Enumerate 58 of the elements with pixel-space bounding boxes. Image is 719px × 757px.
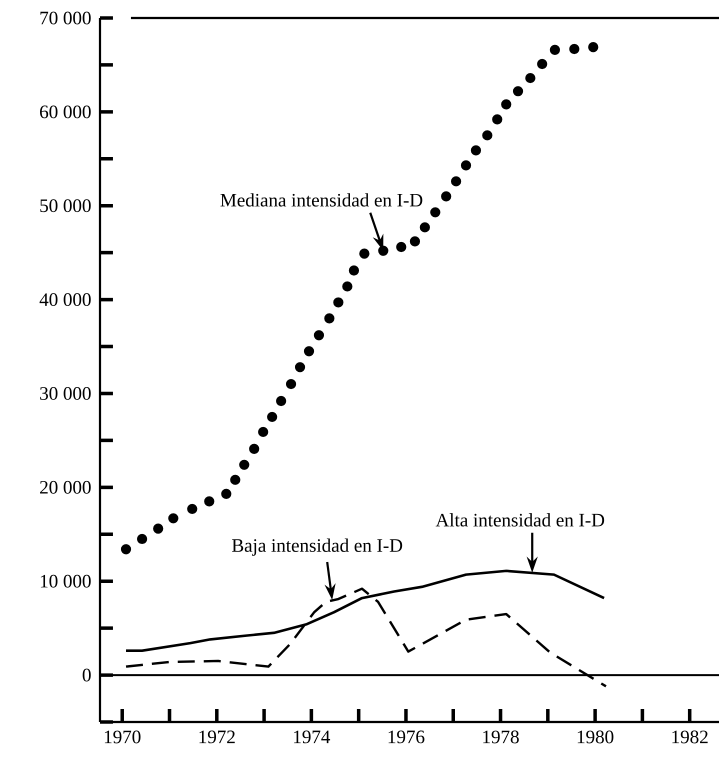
x-tick-label: 1976 bbox=[388, 730, 424, 744]
point bbox=[276, 396, 286, 406]
point bbox=[187, 504, 198, 514]
point bbox=[204, 496, 214, 507]
point bbox=[294, 362, 306, 372]
point bbox=[501, 99, 512, 110]
point bbox=[410, 236, 420, 246]
point bbox=[359, 248, 370, 259]
point bbox=[430, 207, 440, 218]
point bbox=[492, 114, 502, 124]
point bbox=[420, 222, 430, 232]
point bbox=[396, 242, 406, 252]
annotation: Alta intensidad en I-D bbox=[436, 513, 604, 527]
y-tick-label: 20 000 bbox=[40, 480, 91, 494]
point bbox=[333, 297, 344, 308]
annotation: Baja intensidad en I-D bbox=[232, 538, 402, 556]
y-tick-label: 0 bbox=[82, 668, 91, 682]
point bbox=[153, 524, 164, 534]
y-tick-label: 70 000 bbox=[40, 12, 91, 24]
x-tick-label: 1982 bbox=[672, 730, 708, 744]
point bbox=[460, 160, 472, 170]
point bbox=[286, 378, 296, 390]
point bbox=[304, 346, 314, 356]
point bbox=[168, 513, 178, 524]
point bbox=[470, 145, 482, 156]
y-tick-label: 60 000 bbox=[40, 105, 91, 118]
x-tick-label: 1980 bbox=[578, 730, 614, 744]
point bbox=[550, 44, 560, 56]
point bbox=[569, 44, 580, 54]
point bbox=[342, 281, 352, 292]
y-tick-label: 50 000 bbox=[40, 199, 91, 212]
point bbox=[239, 460, 250, 470]
x-tick-label: 1974 bbox=[294, 730, 330, 744]
point bbox=[314, 330, 324, 340]
point bbox=[441, 191, 452, 202]
x-tick-label: 1978 bbox=[483, 730, 519, 744]
point bbox=[258, 426, 268, 438]
point bbox=[482, 130, 492, 140]
x-tick-label: 1972 bbox=[199, 730, 235, 744]
point bbox=[221, 488, 232, 500]
point bbox=[249, 444, 260, 454]
y-tick-label: 10 000 bbox=[40, 574, 91, 588]
y-tick-label: 30 000 bbox=[40, 387, 91, 400]
annotation: Mediana intensidad en I-D bbox=[220, 193, 422, 207]
point bbox=[324, 313, 334, 324]
y-tick-label: 40 000 bbox=[40, 293, 91, 306]
x-tick-label: 1970 bbox=[104, 730, 141, 744]
point bbox=[120, 544, 132, 554]
point bbox=[267, 412, 278, 422]
point bbox=[230, 474, 240, 485]
point bbox=[450, 176, 462, 186]
point bbox=[136, 534, 148, 544]
point bbox=[378, 246, 388, 256]
point bbox=[348, 265, 360, 276]
point bbox=[512, 86, 524, 96]
point bbox=[588, 42, 598, 52]
point bbox=[537, 58, 548, 70]
point bbox=[525, 72, 536, 84]
